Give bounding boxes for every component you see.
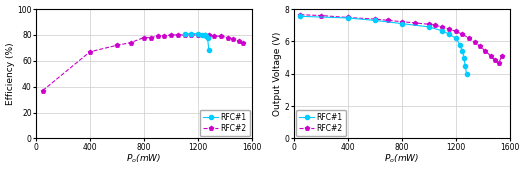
RFC#1 bbox=[464, 73, 470, 75]
RFC#2 bbox=[459, 33, 466, 35]
RFC#2 bbox=[87, 51, 93, 53]
RFC#1 bbox=[195, 33, 201, 35]
Y-axis label: Efficiency (%): Efficiency (%) bbox=[6, 42, 15, 105]
RFC#1 bbox=[461, 57, 467, 59]
RFC#2 bbox=[148, 36, 154, 38]
RFC#1 bbox=[206, 49, 212, 51]
RFC#2 bbox=[128, 42, 134, 44]
RFC#2 bbox=[297, 14, 303, 16]
RFC#2 bbox=[235, 40, 242, 42]
RFC#2 bbox=[182, 34, 188, 36]
Y-axis label: Output Voltage (V): Output Voltage (V) bbox=[273, 31, 282, 116]
RFC#2 bbox=[477, 45, 483, 47]
RFC#2 bbox=[230, 38, 236, 40]
RFC#2 bbox=[168, 34, 174, 36]
RFC#2 bbox=[344, 16, 351, 18]
RFC#1 bbox=[372, 19, 378, 21]
RFC#1 bbox=[344, 17, 351, 19]
RFC#1 bbox=[188, 33, 194, 35]
RFC#2 bbox=[496, 62, 502, 64]
RFC#2 bbox=[114, 44, 120, 46]
RFC#2 bbox=[141, 36, 147, 38]
RFC#2 bbox=[412, 22, 418, 24]
Line: RFC#2: RFC#2 bbox=[298, 13, 504, 65]
RFC#2 bbox=[175, 34, 181, 36]
RFC#2 bbox=[439, 26, 445, 28]
RFC#1 bbox=[398, 23, 405, 25]
RFC#1 bbox=[297, 15, 303, 17]
Line: RFC#1: RFC#1 bbox=[183, 31, 211, 52]
RFC#2 bbox=[398, 21, 405, 23]
Legend: RFC#1, RFC#2: RFC#1, RFC#2 bbox=[296, 110, 346, 136]
RFC#1 bbox=[199, 34, 205, 36]
X-axis label: $P_o$(mW): $P_o$(mW) bbox=[127, 153, 162, 166]
RFC#2 bbox=[372, 18, 378, 20]
RFC#2 bbox=[426, 23, 432, 25]
RFC#2 bbox=[471, 41, 478, 43]
Legend: RFC#1, RFC#2: RFC#1, RFC#2 bbox=[200, 110, 250, 136]
RFC#1 bbox=[462, 65, 468, 67]
RFC#2 bbox=[482, 50, 489, 52]
RFC#2 bbox=[318, 15, 324, 17]
RFC#2 bbox=[202, 34, 208, 36]
RFC#2 bbox=[453, 30, 459, 32]
RFC#2 bbox=[499, 55, 505, 57]
RFC#2 bbox=[218, 35, 224, 37]
RFC#2 bbox=[211, 35, 217, 37]
RFC#1 bbox=[446, 33, 452, 35]
X-axis label: $P_o$(mW): $P_o$(mW) bbox=[384, 153, 419, 166]
RFC#1 bbox=[203, 35, 209, 37]
RFC#2 bbox=[239, 42, 246, 44]
RFC#1 bbox=[202, 34, 208, 36]
RFC#1 bbox=[439, 30, 445, 32]
RFC#2 bbox=[492, 59, 498, 61]
RFC#1 bbox=[182, 33, 188, 35]
RFC#1 bbox=[459, 50, 466, 52]
RFC#2 bbox=[206, 34, 212, 36]
RFC#2 bbox=[385, 19, 391, 21]
RFC#2 bbox=[466, 37, 472, 39]
RFC#2 bbox=[225, 36, 231, 38]
RFC#2 bbox=[195, 34, 201, 36]
RFC#1 bbox=[457, 44, 463, 46]
RFC#1 bbox=[426, 26, 432, 28]
RFC#2 bbox=[39, 89, 46, 91]
RFC#1 bbox=[204, 36, 211, 38]
RFC#2 bbox=[432, 24, 438, 26]
RFC#2 bbox=[488, 55, 494, 57]
RFC#2 bbox=[446, 28, 452, 30]
RFC#2 bbox=[161, 35, 167, 37]
Line: RFC#1: RFC#1 bbox=[298, 14, 469, 76]
RFC#1 bbox=[453, 37, 459, 39]
Line: RFC#2: RFC#2 bbox=[40, 33, 245, 93]
RFC#2 bbox=[154, 35, 161, 37]
RFC#2 bbox=[188, 34, 194, 36]
